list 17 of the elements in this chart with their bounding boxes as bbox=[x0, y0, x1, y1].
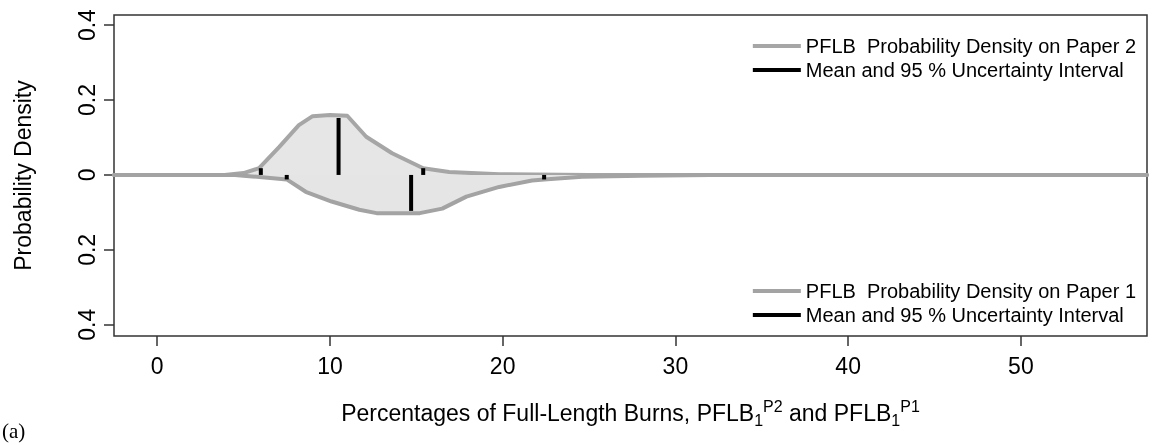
legend-label: PFLB Probability Density on Paper 1 bbox=[805, 280, 1137, 302]
x-tick-label: 20 bbox=[489, 352, 516, 379]
x-tick-label: 0 bbox=[150, 352, 164, 379]
y-tick-label: 0.2 bbox=[73, 233, 100, 266]
legend-label: PFLB Probability Density on Paper 2 bbox=[805, 35, 1137, 57]
text: (a) bbox=[2, 418, 26, 443]
y-tick-label: 0.4 bbox=[73, 8, 100, 42]
x-tick-label: 10 bbox=[317, 352, 343, 379]
legend-label: Mean and 95 % Uncertainty Interval bbox=[805, 304, 1124, 326]
y-tick-label: 0.2 bbox=[73, 84, 100, 117]
x-tick-label: 40 bbox=[835, 352, 861, 379]
y-tick-label: 0.4 bbox=[73, 308, 100, 341]
x-tick-label: 30 bbox=[662, 352, 689, 379]
y-axis-title: Probability Density bbox=[9, 79, 36, 271]
y-tick-label: 0 bbox=[73, 168, 100, 182]
legend-label: Mean and 95 % Uncertainty Interval bbox=[805, 59, 1124, 81]
x-tick-label: 50 bbox=[1008, 352, 1034, 379]
